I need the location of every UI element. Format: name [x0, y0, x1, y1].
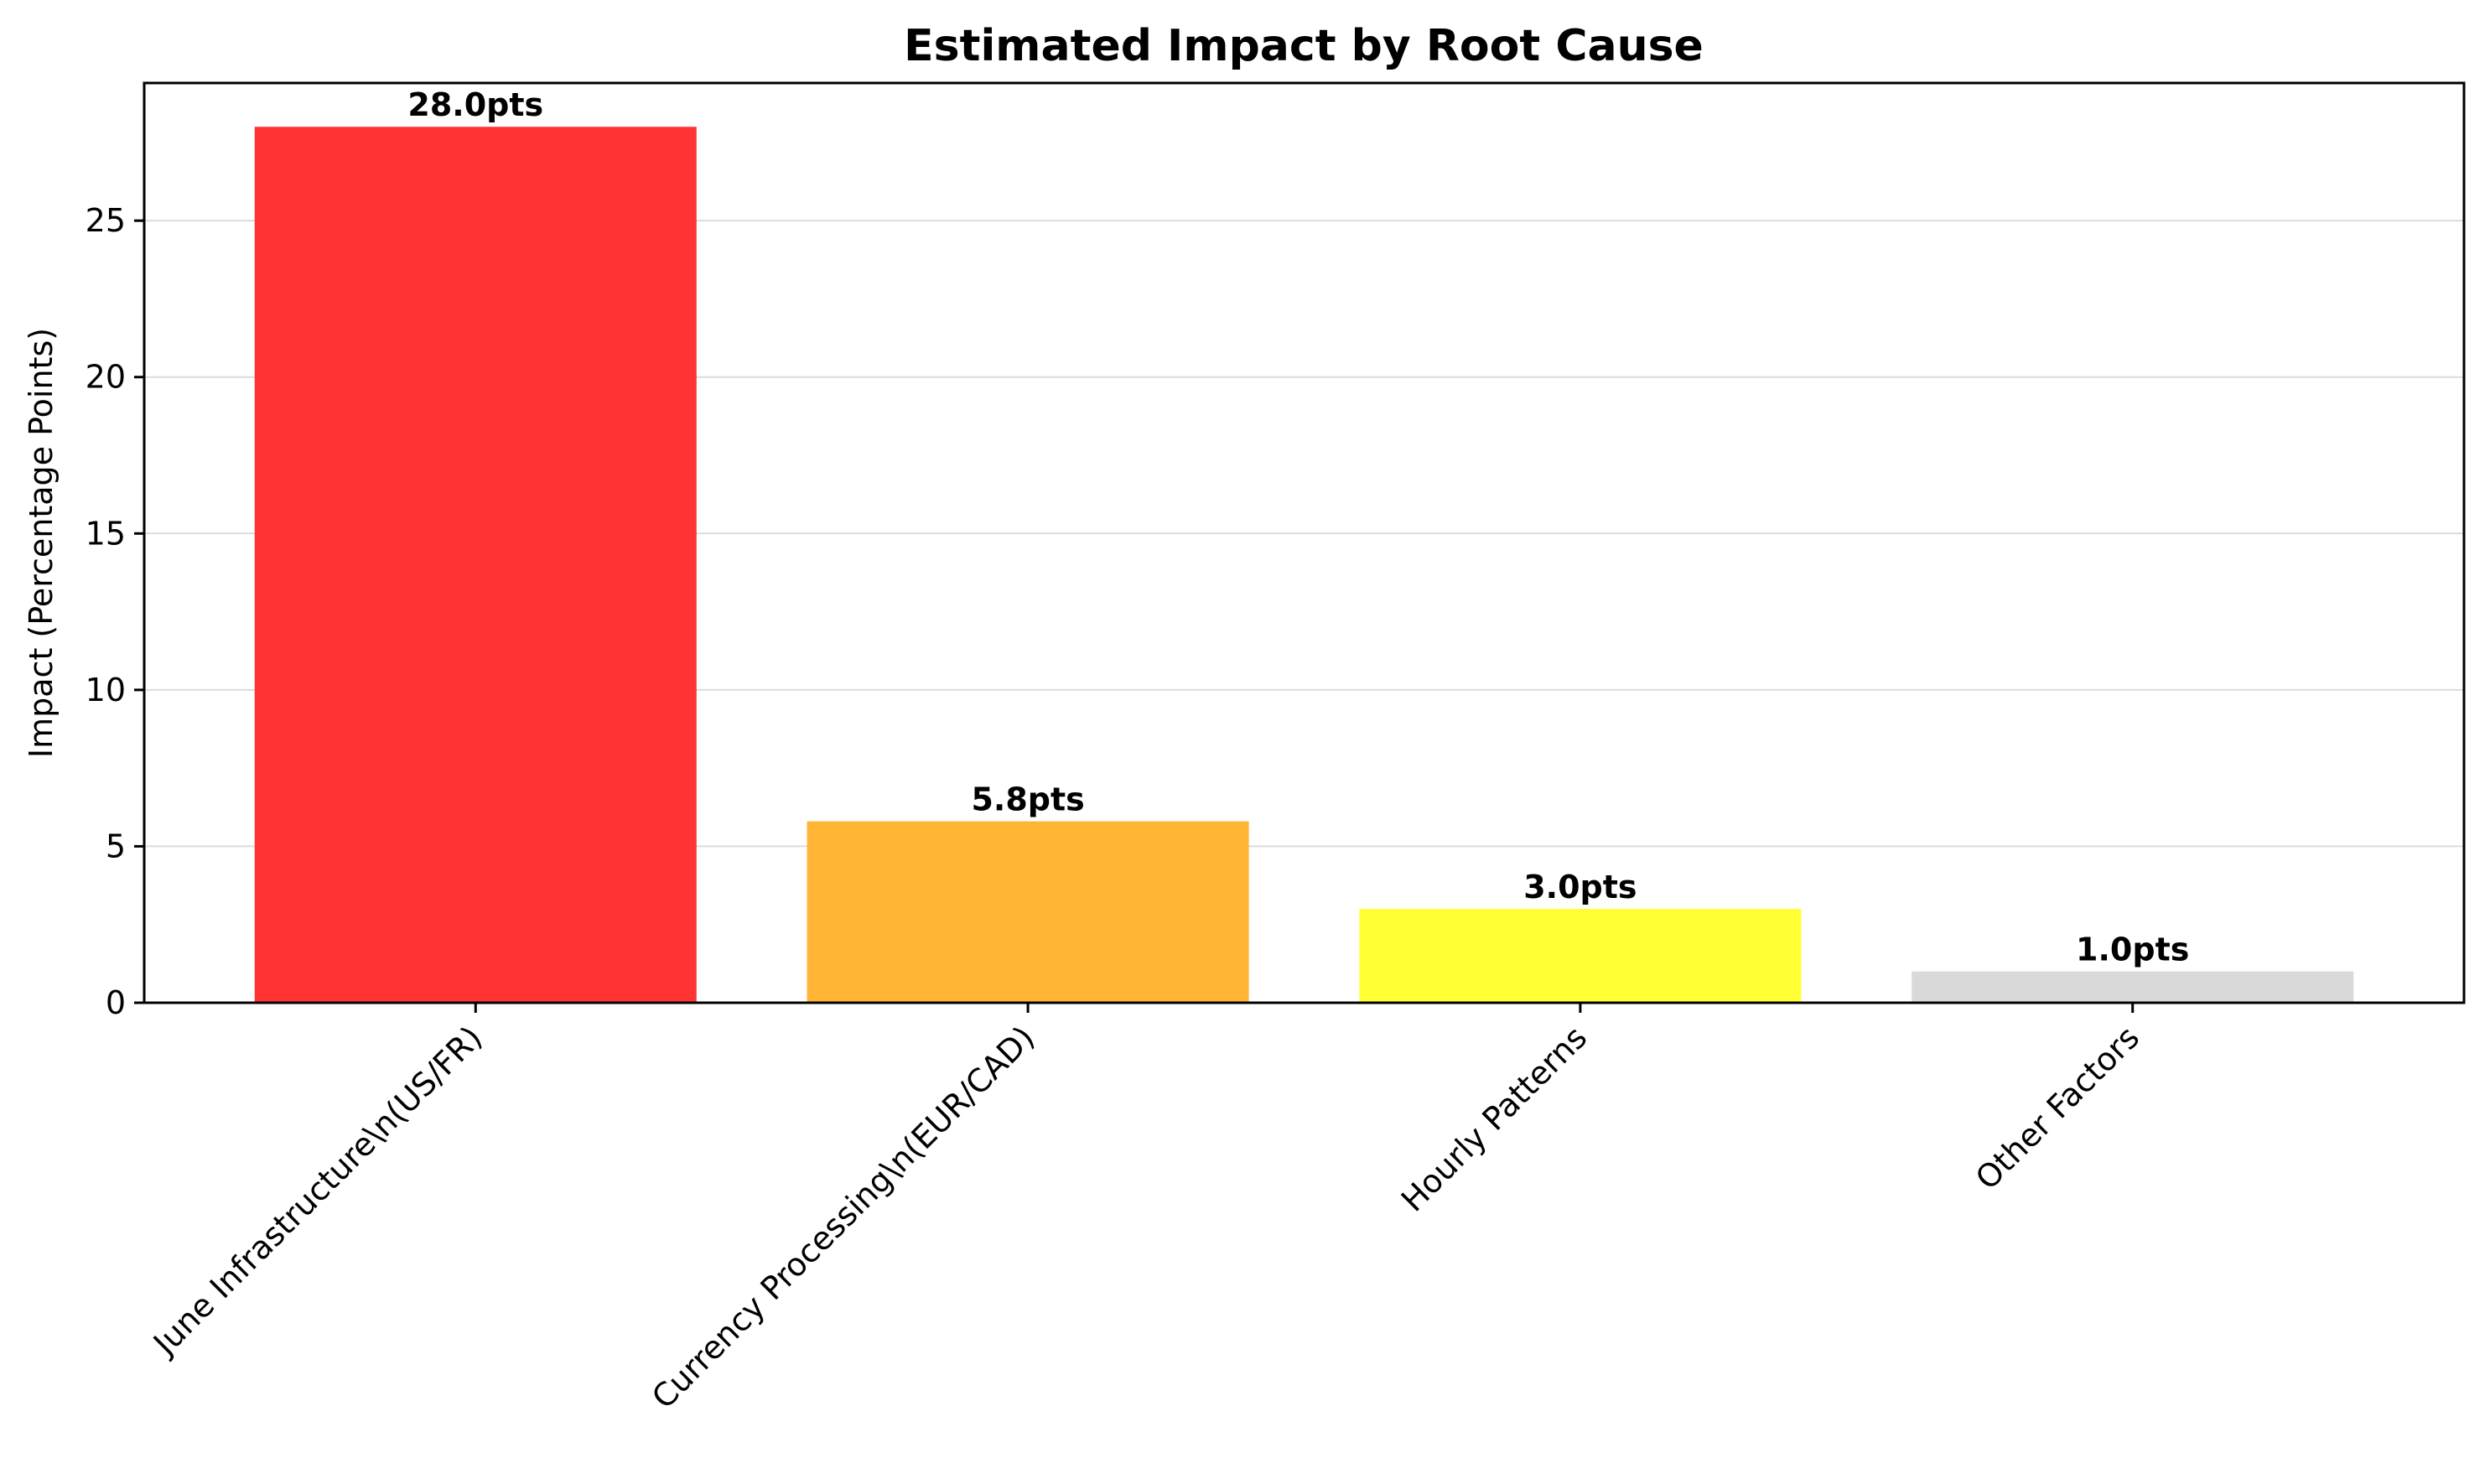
x-axis: June Infrastructure\n(US/FR) Currency Pro…: [145, 1003, 2146, 1416]
y-axis-label: Impact (Percentage Points): [23, 328, 60, 758]
y-tick-label: 20: [86, 359, 126, 396]
bars: [254, 127, 2354, 1004]
bar-value-label: 28.0pts: [407, 86, 543, 123]
bar-value-label: 1.0pts: [2076, 931, 2189, 968]
bar: [1912, 971, 2354, 1003]
y-axis: 0 5 10 15 20 25: [86, 202, 144, 1021]
bar: [254, 127, 697, 1004]
bar-value-label: 5.8pts: [971, 781, 1084, 818]
x-tick-label: Hourly Patterns: [1394, 1019, 1594, 1218]
bar-value-label: 3.0pts: [1523, 869, 1637, 905]
y-tick-label: 10: [86, 672, 126, 708]
plot-area-frame: [143, 81, 2466, 1004]
x-tick-label: Currency Processing\n(EUR/CAD): [645, 1019, 1041, 1415]
y-tick-label: 5: [106, 828, 126, 864]
x-tick-label: June Infrastructure\n(US/FR): [145, 1019, 489, 1362]
bar: [807, 821, 1249, 1003]
bar: [1359, 909, 1802, 1003]
y-tick-label: 15: [86, 515, 126, 552]
y-tick-label: 0: [106, 984, 126, 1021]
chart-title: Estimated Impact by Root Cause: [904, 21, 1704, 71]
x-tick-label: Other Factors: [1969, 1019, 2146, 1196]
y-tick-label: 25: [86, 202, 126, 239]
data-labels: 28.0pts 5.8pts 3.0pts 1.0pts: [407, 86, 2189, 968]
